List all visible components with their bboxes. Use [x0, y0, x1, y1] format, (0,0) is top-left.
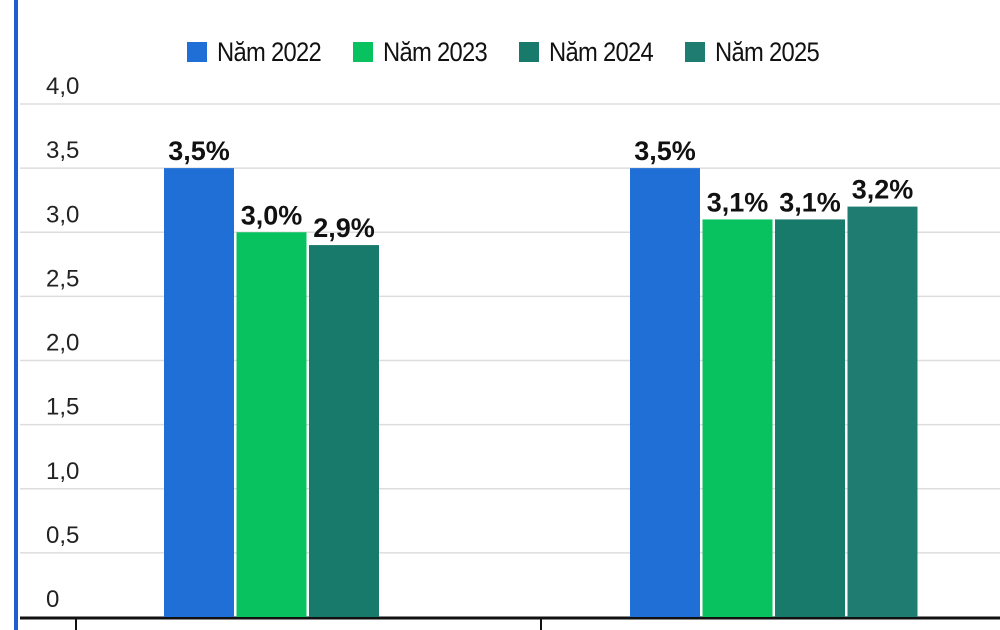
y-tick-label: 1,5 [46, 394, 79, 421]
bar [164, 168, 234, 617]
legend-item-2023: Năm 2023 [352, 36, 501, 68]
data-label: 3,0% [241, 200, 303, 230]
y-tick-label: 0,5 [46, 522, 79, 549]
frame-left-border [14, 0, 18, 630]
y-tick-label: 2,5 [46, 265, 79, 292]
bar [236, 232, 307, 617]
data-label: 3,2% [852, 175, 914, 205]
bar [702, 219, 773, 618]
legend-swatch-2022 [186, 42, 207, 62]
y-tick-label: 3,0 [46, 201, 79, 228]
legend-label-2022: Năm 2022 [216, 36, 322, 67]
legend-swatch-2024 [519, 42, 539, 62]
data-label: 3,5% [634, 136, 696, 166]
bar [775, 219, 845, 618]
legend: Năm 2022 Năm 2023 Năm 2024 Năm 2025 [0, 34, 1000, 70]
bar [309, 245, 379, 617]
y-tick-label: 4,0 [46, 73, 79, 100]
legend-swatch-2023 [352, 42, 373, 62]
y-tick-label: 1,0 [46, 458, 79, 485]
bar [630, 168, 700, 617]
data-label: 3,1% [779, 187, 841, 217]
bar [847, 206, 918, 617]
data-label: 3,1% [707, 187, 769, 217]
data-label: 2,9% [313, 213, 375, 243]
y-tick-label: 2,0 [46, 330, 79, 357]
legend-item-2025: Năm 2025 [685, 37, 833, 68]
legend-label-2023: Năm 2023 [382, 36, 488, 67]
data-label: 3,5% [168, 136, 230, 166]
legend-swatch-2025 [685, 42, 706, 62]
legend-label-2025: Năm 2025 [715, 36, 820, 67]
y-tick-label: 0 [46, 586, 59, 613]
legend-item-2022: Năm 2022 [186, 36, 335, 68]
legend-label-2024: Năm 2024 [549, 36, 654, 67]
legend-item-2024: Năm 2024 [519, 37, 667, 68]
y-tick-label: 3,5 [46, 137, 79, 164]
